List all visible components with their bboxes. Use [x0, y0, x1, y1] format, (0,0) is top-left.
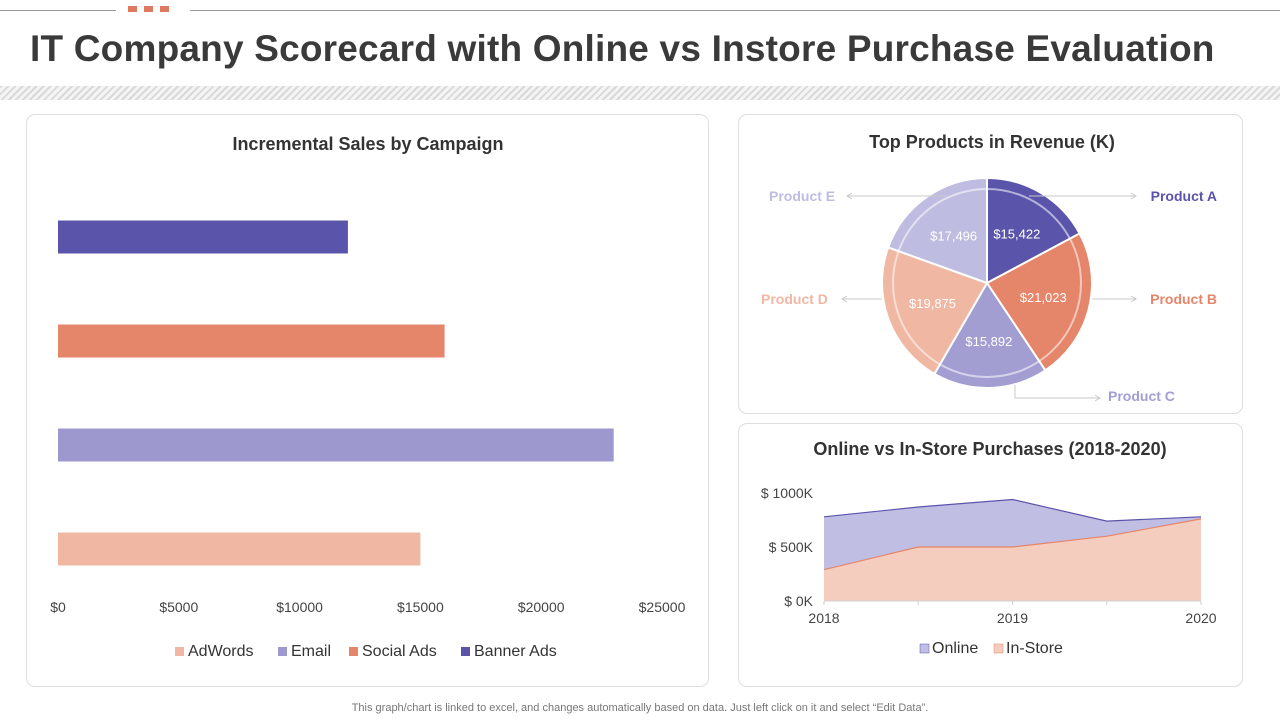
pie-leader-product-d	[841, 295, 882, 303]
online-instore-panel[interactable]: Online vs In-Store Purchases (2018-2020)…	[738, 423, 1243, 687]
legend-label-adwords: AdWords	[188, 643, 254, 660]
pie-value-label: $17,496	[930, 229, 977, 244]
top-products-panel[interactable]: Top Products in Revenue (K) $15,422 $21,02…	[738, 114, 1243, 414]
hatch-divider	[0, 86, 1280, 100]
pie-leader-product-e	[846, 192, 946, 200]
pie-leader-product-a	[1029, 192, 1137, 200]
x-tick-label: $10000	[276, 599, 323, 615]
legend-label-online: Online	[932, 640, 978, 657]
x-tick-label: 2020	[1185, 610, 1216, 626]
bar-adwords[interactable]	[58, 532, 421, 566]
area-chart-title: Online vs In-Store Purchases (2018-2020)	[813, 439, 1166, 459]
area-line-online	[823, 498, 1202, 522]
pie-slice-product-c[interactable]	[933, 281, 1047, 389]
x-tick-label: $20000	[518, 599, 565, 615]
pie-leader-product-b	[1092, 295, 1137, 303]
x-tick-label: 2019	[997, 610, 1028, 626]
legend-label-social-ads: Social Ads	[362, 643, 437, 660]
legend-label-banner-ads: Banner Ads	[474, 643, 557, 660]
x-tick-label: 2018	[808, 610, 839, 626]
pie-slice-product-a[interactable]	[986, 176, 1081, 285]
area-line-in-store	[823, 518, 1202, 571]
y-tick-label: $ 0K	[784, 593, 813, 609]
top-rule-right	[190, 10, 1280, 11]
incremental-sales-chart[interactable]: Incremental Sales by Campaign $0 $5000 $100…	[27, 115, 710, 688]
x-tick-label: $0	[50, 599, 66, 615]
pie-label-product-a: Product A	[1151, 188, 1217, 204]
top-products-chart[interactable]: Top Products in Revenue (K) $15,422 $21,02…	[739, 115, 1244, 415]
pie-chart-title: Top Products in Revenue (K)	[869, 132, 1115, 152]
pie-inner-ring	[892, 188, 1082, 378]
pie-value-label: $15,422	[993, 226, 1040, 241]
accent-dots	[128, 6, 169, 12]
bar-social-ads[interactable]	[58, 324, 445, 358]
legend-swatch-adwords	[175, 647, 184, 656]
incremental-sales-panel[interactable]: Incremental Sales by Campaign $0 $5000 $100…	[26, 114, 709, 687]
legend-swatch-online	[919, 643, 930, 654]
area-in-store[interactable]	[824, 518, 1201, 601]
legend-swatch-in-store	[993, 643, 1004, 654]
online-instore-chart[interactable]: Online vs In-Store Purchases (2018-2020)…	[739, 424, 1244, 688]
page-title: IT Company Scorecard with Online vs Inst…	[30, 28, 1215, 69]
pie-slice-product-d[interactable]	[881, 246, 989, 376]
legend-label-email: Email	[291, 643, 331, 660]
legend-label-in-store: In-Store	[1006, 640, 1063, 657]
y-tick-label: $ 1000K	[761, 485, 814, 501]
pie-label-product-d: Product D	[761, 291, 828, 307]
pie-slice-product-e[interactable]	[886, 176, 988, 285]
legend-swatch-social-ads	[349, 647, 358, 656]
y-tick-label: $ 500K	[769, 539, 814, 555]
bar-banner-ads[interactable]	[58, 220, 348, 254]
pie-leader-product-c	[1014, 385, 1101, 402]
pie-value-label: $19,875	[909, 296, 956, 311]
bar-chart-title: Incremental Sales by Campaign	[232, 134, 503, 154]
pie-value-label: $21,023	[1020, 290, 1067, 305]
legend-swatch-email	[278, 647, 287, 656]
x-tick-label: $5000	[159, 599, 198, 615]
legend-swatch-banner-ads	[461, 647, 470, 656]
footer-note: This graph/chart is linked to excel, and…	[351, 702, 929, 714]
pie-label-product-b: Product B	[1150, 291, 1217, 307]
pie-value-label: $15,892	[965, 334, 1012, 349]
x-tick-label: $25000	[639, 599, 686, 615]
bar-email[interactable]	[58, 428, 614, 462]
pie-label-product-c: Product C	[1108, 388, 1175, 404]
pie-label-product-e: Product E	[769, 188, 835, 204]
x-tick-label: $15000	[397, 599, 444, 615]
top-rule-left	[0, 10, 116, 11]
